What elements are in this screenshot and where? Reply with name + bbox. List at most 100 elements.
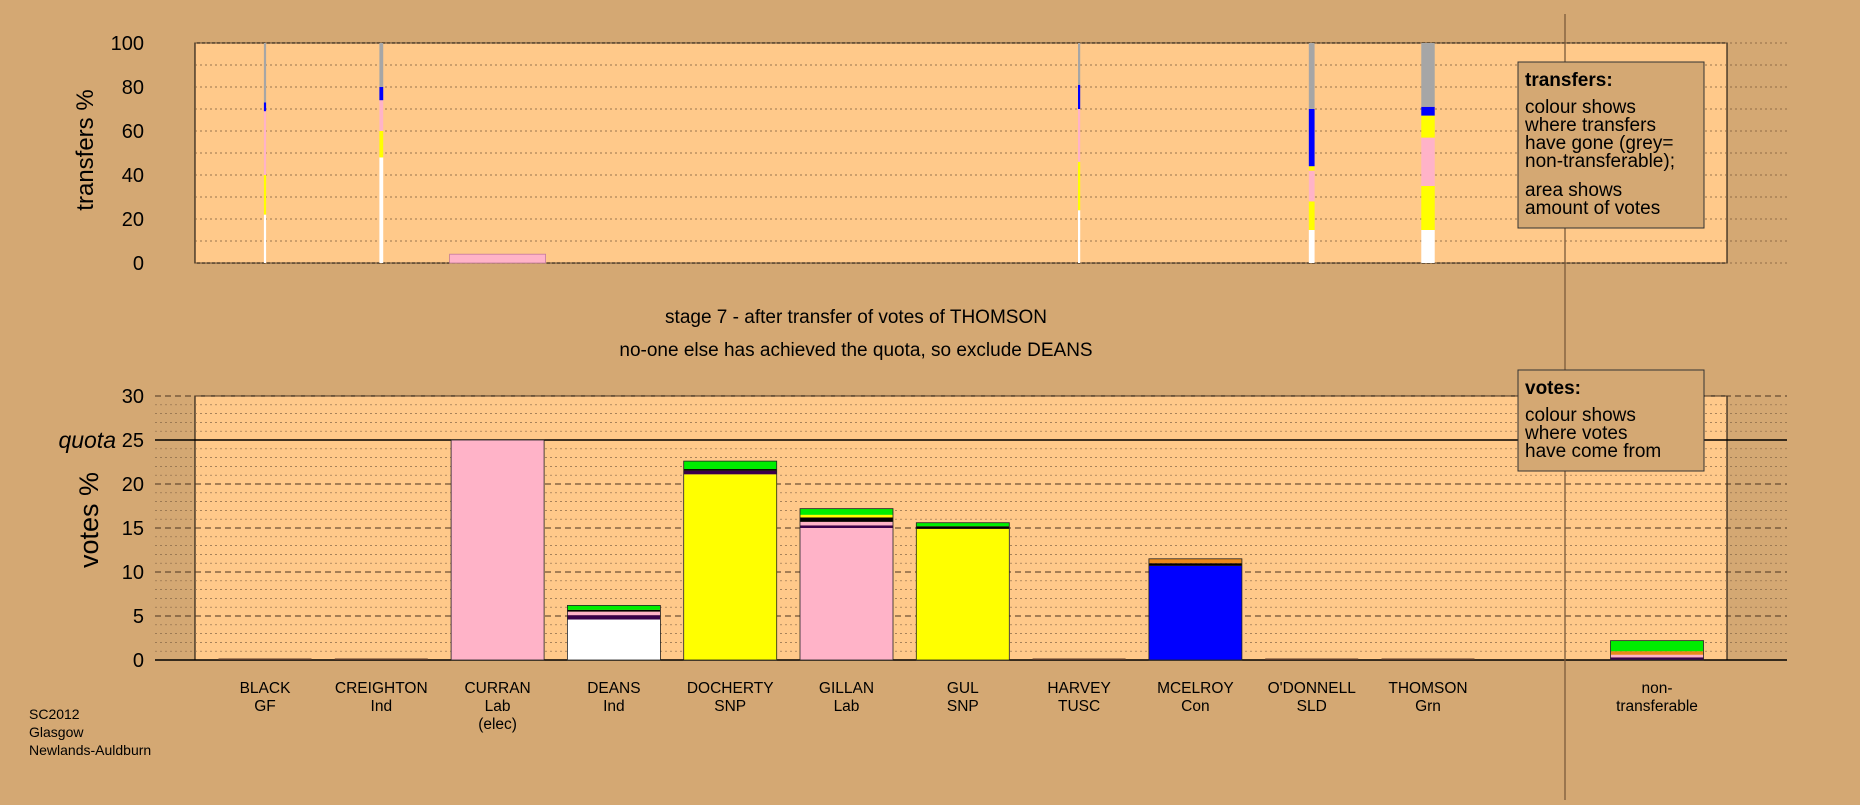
votes-legend-line: have come from xyxy=(1525,441,1661,462)
exclusion-note: no-one else has achieved the quota, so e… xyxy=(619,340,1092,361)
nontransferable-label: transferable xyxy=(1616,698,1698,715)
vote-segment xyxy=(800,514,893,518)
votes-legend-line: colour shows xyxy=(1525,405,1636,426)
transfer-segment xyxy=(379,43,384,87)
election-ward: Newlands-Auldburn xyxy=(29,742,151,758)
vote-segment xyxy=(800,525,893,528)
candidate-name: DOCHERTY xyxy=(687,680,774,697)
votes-y-tick: 25 xyxy=(122,430,144,452)
candidate-name: MCELROY xyxy=(1157,680,1234,697)
vote-segment xyxy=(1610,651,1704,655)
transfer-segment xyxy=(1078,161,1081,211)
candidate-name: THOMSON xyxy=(1388,680,1467,697)
vote-segment xyxy=(1610,654,1704,658)
transfer-segment xyxy=(1078,210,1081,263)
transfer-segment xyxy=(1308,201,1315,230)
election-label: SC2012 Glasgow Newlands-Auldburn xyxy=(29,706,151,758)
transfer-segment xyxy=(1308,166,1315,171)
transfers-legend-line: colour shows xyxy=(1525,97,1636,118)
transfer-segment xyxy=(1421,43,1435,107)
transfer-segment xyxy=(1308,230,1315,263)
vote-segment xyxy=(683,469,777,471)
vote-segment xyxy=(567,611,661,616)
votes-legend-line: where votes xyxy=(1524,423,1627,444)
election-year: SC2012 xyxy=(29,706,80,722)
election-council: Glasgow xyxy=(29,724,84,740)
transfer-segment xyxy=(1078,109,1081,162)
vote-segment xyxy=(916,528,1010,660)
vote-bar-outline xyxy=(567,605,661,661)
candidate-party: Con xyxy=(1181,698,1209,715)
vote-bar-outline xyxy=(450,439,545,661)
vote-segment xyxy=(1148,565,1242,660)
vote-segment xyxy=(1148,558,1242,564)
vote-segment xyxy=(683,461,777,470)
candidate-party: Ind xyxy=(603,698,625,715)
candidate-name: O'DONNELL xyxy=(1268,680,1357,697)
vote-bar-empty xyxy=(334,658,428,660)
candidate-name: HARVEY xyxy=(1047,680,1110,697)
votes-y-tick: 5 xyxy=(133,606,144,628)
transfer-segment xyxy=(1421,230,1435,263)
candidate-name: CURRAN xyxy=(464,680,530,697)
votes-y-tick: 10 xyxy=(122,562,144,584)
vote-segment xyxy=(1148,563,1242,566)
transfer-segment xyxy=(263,175,267,215)
vote-bar-empty xyxy=(1032,658,1126,660)
vote-segment xyxy=(567,605,661,610)
vote-segment xyxy=(683,470,777,475)
vote-segment xyxy=(567,615,661,620)
vote-bar-empty xyxy=(1381,658,1475,660)
transfer-segment xyxy=(1421,137,1435,186)
transfers-y-tick: 100 xyxy=(111,33,144,55)
candidate-name: GUL xyxy=(947,680,979,697)
votes-legend: votes: colour shows where votes have com… xyxy=(1517,369,1705,472)
candidate-party: Ind xyxy=(371,698,393,715)
vote-segment xyxy=(567,609,661,612)
vote-segment xyxy=(800,521,893,526)
vote-segment xyxy=(451,440,545,660)
transfer-segment xyxy=(1308,43,1315,109)
candidate-status: (elec) xyxy=(478,716,517,733)
vote-bar-empty xyxy=(1265,658,1359,660)
votes-legend-box xyxy=(1517,369,1705,472)
transfer-segment xyxy=(449,253,547,264)
vote-segment xyxy=(916,526,1010,529)
transfers-y-tick: 80 xyxy=(122,77,144,99)
candidate-party: Lab xyxy=(485,698,511,715)
transfer-segment xyxy=(379,100,384,131)
transfers-legend-line: non-transferable); xyxy=(1525,151,1675,172)
transfer-segment xyxy=(1421,106,1435,116)
candidate-name: GILLAN xyxy=(819,680,874,697)
candidate-party: GF xyxy=(254,698,276,715)
vote-segment xyxy=(800,508,893,515)
candidate-party: TUSC xyxy=(1058,698,1100,715)
transfer-segment xyxy=(379,157,384,263)
stage-title: stage 7 - after transfer of votes of THO… xyxy=(665,307,1047,328)
vote-segment xyxy=(800,517,893,522)
vote-segment xyxy=(1610,657,1704,660)
transfer-segment xyxy=(263,102,267,112)
transfer-segment xyxy=(379,131,384,158)
transfers-legend-line: amount of votes xyxy=(1525,198,1660,219)
transfer-segment xyxy=(1421,115,1435,138)
transfer-segment xyxy=(1308,170,1315,202)
votes-y-tick: 0 xyxy=(133,650,144,672)
candidate-party: SLD xyxy=(1297,698,1327,715)
vote-bar-outline xyxy=(915,522,1010,661)
candidate-party: Lab xyxy=(834,698,860,715)
candidate-name: CREIGHTON xyxy=(335,680,428,697)
transfer-segment xyxy=(1078,43,1081,85)
votes-legend-title: votes: xyxy=(1525,378,1581,399)
vote-segment xyxy=(916,522,1010,527)
transfers-legend-title: transfers: xyxy=(1525,70,1613,91)
transfer-segment xyxy=(379,87,384,101)
transfers-legend: transfers: colour shows where transfers … xyxy=(1517,61,1705,229)
candidate-name: DEANS xyxy=(587,680,640,697)
transfers-legend-line: area shows xyxy=(1525,180,1622,201)
transfers-y-label: transfers % xyxy=(72,89,99,210)
quota-label: quota xyxy=(58,427,116,453)
